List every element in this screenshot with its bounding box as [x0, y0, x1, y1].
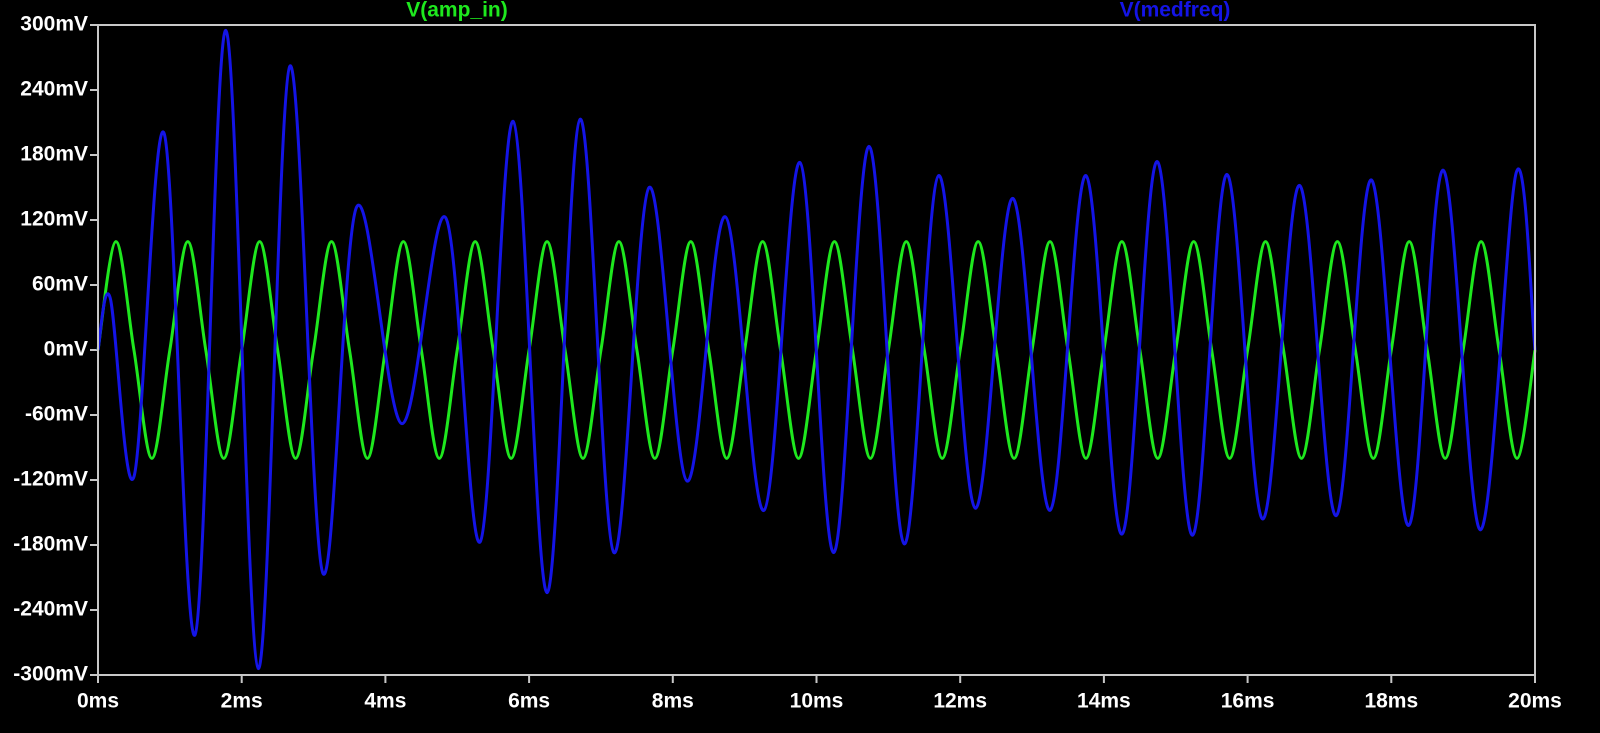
y-tick-label: 120mV	[20, 208, 88, 231]
x-tick-label: 10ms	[790, 690, 844, 713]
y-tick-label: 0mV	[44, 338, 88, 361]
legend-label: V(amp_in)	[406, 0, 508, 22]
x-tick-label: 0ms	[77, 690, 119, 713]
x-tick-label: 4ms	[364, 690, 406, 713]
x-tick-label: 2ms	[221, 690, 263, 713]
legend-label: V(medfreq)	[1120, 0, 1231, 22]
x-tick-label: 6ms	[508, 690, 550, 713]
y-tick-label: 240mV	[20, 78, 88, 101]
y-tick-label: -180mV	[13, 533, 88, 556]
plot-frame	[97, 24, 1536, 676]
x-tick-label: 16ms	[1221, 690, 1275, 713]
y-tick-label: -240mV	[13, 598, 88, 621]
y-tick-label: 300mV	[20, 13, 88, 36]
x-tick-label: 18ms	[1364, 690, 1418, 713]
y-tick-label: -60mV	[25, 403, 88, 426]
y-tick-label: 60mV	[32, 273, 88, 296]
y-tick-label: -120mV	[13, 468, 88, 491]
series-line	[96, 28, 1537, 671]
y-tick-label: -300mV	[13, 663, 88, 686]
x-tick-label: 12ms	[933, 690, 987, 713]
x-tick-label: 8ms	[652, 690, 694, 713]
x-tick-label: 20ms	[1508, 690, 1562, 713]
y-tick-label: 180mV	[20, 143, 88, 166]
x-tick-label: 14ms	[1077, 690, 1131, 713]
